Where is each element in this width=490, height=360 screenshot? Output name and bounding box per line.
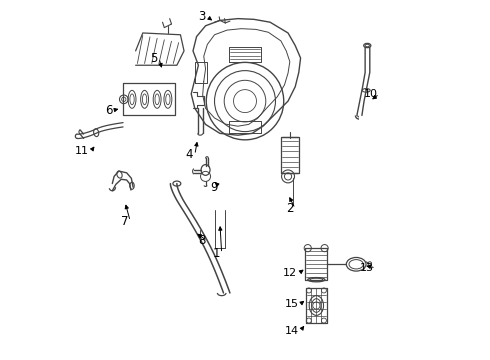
Text: 8: 8 [198,234,205,247]
Text: 6: 6 [105,104,112,117]
Text: 9: 9 [211,181,218,194]
Text: 2: 2 [286,202,294,215]
Text: 1: 1 [212,247,220,260]
Text: 3: 3 [198,10,205,23]
Text: 13: 13 [360,263,374,273]
Text: 11: 11 [75,146,89,156]
Text: 14: 14 [285,325,299,336]
Text: 5: 5 [150,51,157,64]
Text: 7: 7 [121,215,128,228]
Text: 12: 12 [283,268,297,278]
Text: 15: 15 [285,299,299,309]
Text: 4: 4 [186,148,193,161]
Text: 10: 10 [364,89,378,99]
